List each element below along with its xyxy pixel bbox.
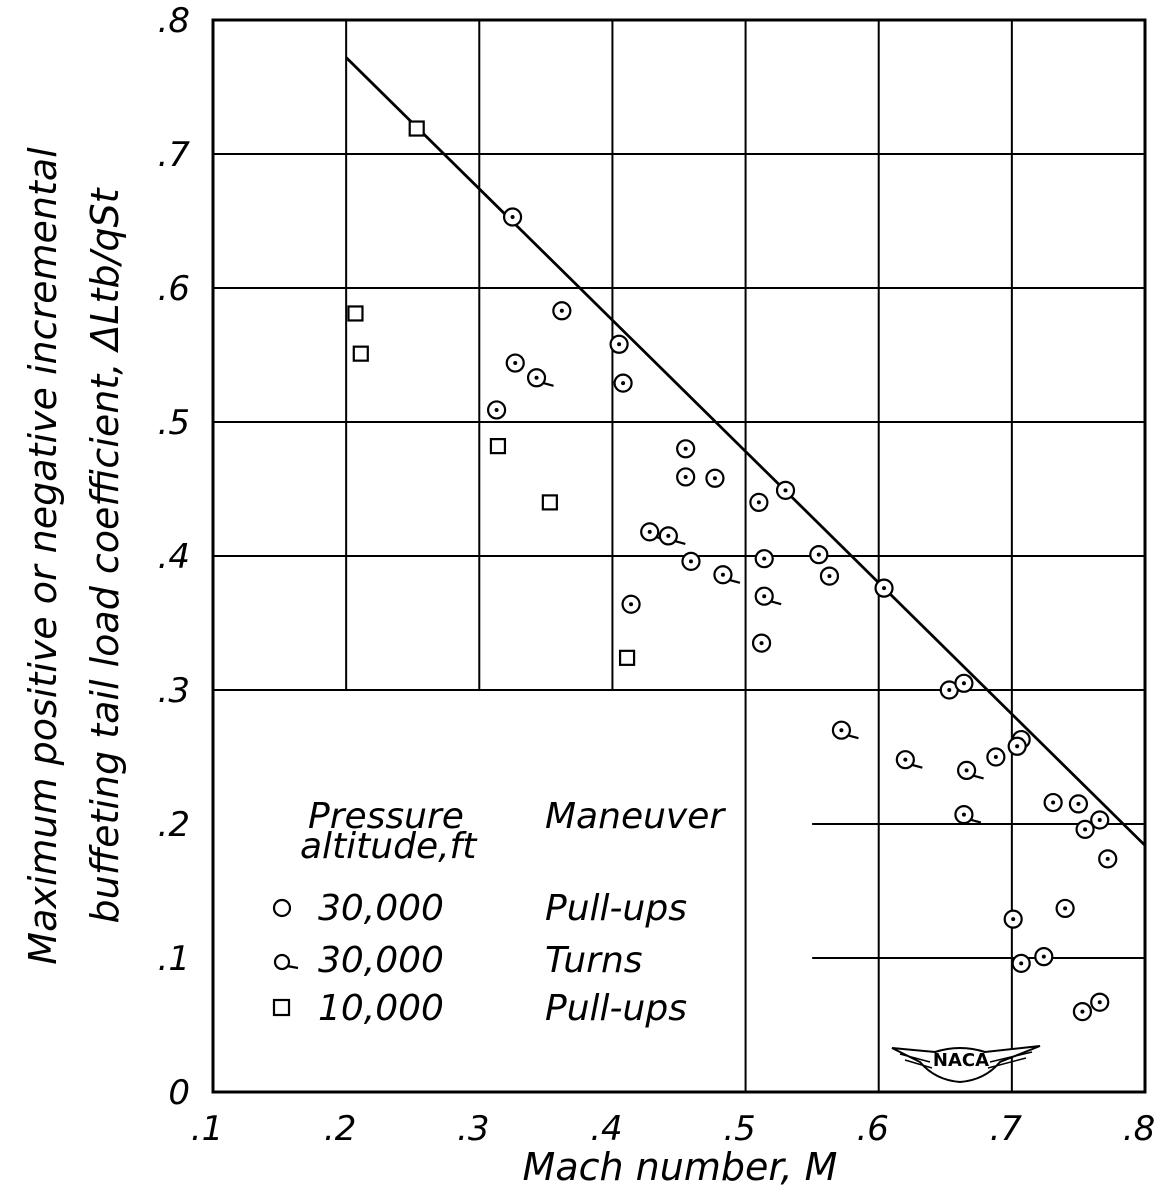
legend-marker-circle [272, 898, 292, 918]
data-point-circle-17 [874, 578, 894, 598]
data-point-circle-14 [809, 545, 829, 565]
data-point-square-4 [541, 494, 558, 511]
y-tick-label: .8 [158, 1, 190, 41]
data-point-circle-11 [749, 492, 769, 512]
x-tick-label: .3 [457, 1109, 489, 1149]
legend-entry-3-altitude: 10,000 [318, 988, 444, 1029]
x-tick-label: .7 [990, 1109, 1023, 1149]
y-axis-title-line1: Maximum positive or negative incremental [21, 147, 65, 965]
data-point-circle-tail-5 [831, 720, 859, 740]
data-point-square-2 [352, 345, 369, 362]
legend-entry-1-altitude: 30,000 [318, 888, 444, 929]
y-tick-label: .3 [158, 671, 190, 711]
y-tick-labels: 0 .1 .2 .3 .4 .5 .6 .7 .8 [158, 1, 191, 1113]
data-point-circle-tail-6 [895, 750, 923, 770]
x-tick-label: .5 [723, 1109, 755, 1149]
data-point-circle-25 [1075, 819, 1095, 839]
data-point-circle-23 [1043, 792, 1063, 813]
data-point-circle-9 [681, 551, 701, 571]
data-point-square-0 [408, 120, 425, 137]
plot-frame [211, 18, 1147, 1094]
data-point-circle-3 [613, 373, 633, 393]
legend-entry-2-altitude: 30,000 [318, 940, 444, 981]
y-tick-label: 0 [168, 1073, 190, 1113]
naca-emblem-text: NACA [933, 1050, 989, 1071]
data-point-circle-26 [1090, 810, 1110, 830]
legend-header-left-line2: altitude,ft [300, 826, 478, 867]
data-point-circle-0 [502, 207, 523, 227]
data-point-circle-tail-7 [956, 760, 984, 781]
x-tick-labels: .1 .2 .3 .4 .5 .6 .7 .8 [191, 1109, 1155, 1149]
data-point-circle-tail-0 [526, 368, 554, 388]
y-tick-label: .5 [158, 403, 190, 443]
data-point-circle-31 [1034, 947, 1054, 967]
legend-header-left-line1: Pressure [308, 796, 464, 837]
data-point-circle-32 [1072, 1001, 1093, 1022]
x-axis-title: Mach number, M [523, 1145, 838, 1189]
naca-wings-emblem: NACA [891, 1045, 1041, 1084]
y-tick-label: .1 [158, 939, 190, 979]
data-point-circle-33 [1090, 992, 1110, 1012]
y-tick-label: .7 [158, 135, 191, 175]
data-points [347, 120, 1118, 1022]
data-point-circle-tail-8 [954, 805, 982, 825]
legend-entry-1-maneuver: Pull-ups [545, 888, 687, 929]
data-point-circle-5 [505, 353, 525, 373]
legend-entry-2-maneuver: Turns [545, 940, 643, 981]
data-point-circle-28 [1003, 909, 1023, 929]
legend-header-right: Maneuver [545, 796, 726, 837]
x-tick-label: .8 [1123, 1109, 1155, 1149]
data-point-circle-4 [486, 400, 507, 420]
data-point-circle-tail-4 [754, 586, 782, 606]
data-point-square-5 [618, 649, 636, 666]
data-point-circle-tail-2 [658, 526, 686, 546]
data-point-circle-22 [1007, 736, 1027, 756]
data-point-circle-13 [754, 549, 774, 569]
data-point-circle-15 [819, 566, 840, 586]
y-axis-title-line2: buffeting tail load coefficient, ΔLtb/qS… [83, 186, 127, 923]
x-tick-label: .2 [324, 1109, 356, 1149]
legend-marker-square [272, 998, 291, 1017]
data-point-circle-19 [954, 673, 974, 693]
data-point-circle-16 [751, 633, 772, 653]
data-point-circle-10 [621, 594, 641, 614]
fit-line [345, 56, 1146, 847]
data-point-circle-8 [705, 468, 725, 488]
x-tick-label: .6 [856, 1109, 888, 1149]
x-tick-label: .1 [191, 1109, 223, 1149]
legend-marker-circle-tail [273, 953, 299, 971]
y-tick-label: .4 [158, 537, 190, 577]
data-point-square-1 [347, 305, 364, 322]
data-point-square-3 [489, 438, 507, 455]
data-point-circle-27 [1098, 849, 1118, 869]
data-point-circle-2 [609, 334, 629, 354]
data-point-circle-30 [1011, 953, 1031, 973]
y-tick-label: .2 [158, 805, 190, 845]
grid-lines [213, 20, 1145, 1092]
data-point-circle-29 [1055, 898, 1075, 919]
data-point-circle-20 [986, 747, 1006, 767]
data-point-circle-7 [676, 467, 696, 487]
data-point-circle-tail-3 [713, 565, 741, 585]
data-point-circle-6 [676, 439, 696, 459]
legend-entry-3-maneuver: Pull-ups [545, 988, 687, 1029]
data-point-circle-24 [1068, 794, 1089, 814]
data-point-circle-1 [552, 301, 572, 321]
legend: Pressure altitude,ft Maneuver 30,000 Pul… [272, 796, 726, 1029]
data-point-circle-12 [775, 480, 796, 500]
y-tick-label: .6 [158, 269, 190, 309]
x-tick-label: .4 [590, 1109, 622, 1149]
